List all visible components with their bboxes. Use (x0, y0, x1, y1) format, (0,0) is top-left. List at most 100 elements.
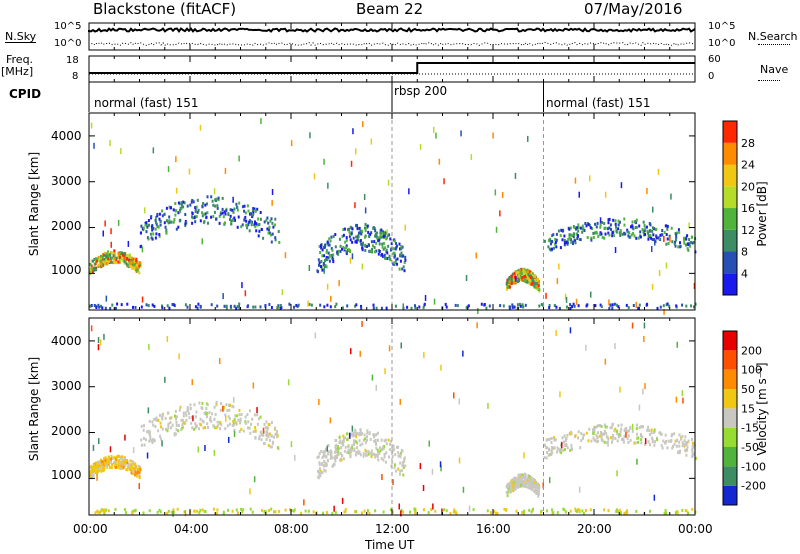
noise-cell (370, 138, 373, 145)
heatmap-cell (648, 433, 651, 437)
heatmap-cell (693, 441, 696, 445)
heatmap-cell (510, 485, 512, 489)
heatmap-cell (137, 470, 139, 474)
heatmap-cell (197, 208, 200, 212)
heatmap-cell (130, 260, 133, 264)
heatmap-cell (563, 434, 566, 438)
noise-cell (387, 179, 390, 186)
ground-scatter-cell (637, 306, 640, 310)
heatmap-cell (140, 244, 143, 248)
heatmap-cell (174, 213, 177, 217)
heatmap-cell (393, 263, 396, 266)
heatmap-cell (235, 202, 238, 206)
heatmap-cell (691, 444, 694, 448)
colorbar-frame (722, 330, 738, 506)
heatmap-cell (95, 462, 98, 466)
colorbar-tick-label: 28 (741, 137, 755, 150)
heatmap-cell (209, 418, 211, 422)
heatmap-cell (165, 231, 168, 235)
heatmap-cell (239, 417, 242, 421)
heatmap-cell (336, 251, 339, 255)
heatmap-cell (618, 231, 621, 235)
noise-cell (665, 262, 668, 269)
heatmap-cell (97, 463, 100, 467)
heatmap-cell (636, 432, 638, 436)
heatmap-cell (154, 227, 157, 231)
ground-scatter-cell (89, 304, 92, 308)
heatmap-cell (199, 219, 202, 223)
heatmap-cell (100, 460, 103, 464)
heatmap-cell (337, 249, 340, 253)
ground-scatter-cell (521, 510, 524, 514)
noise-cell (330, 295, 332, 302)
ground-scatter-cell (556, 511, 559, 515)
noise-cell (643, 322, 646, 329)
noise-cell (146, 452, 149, 459)
heatmap-cell (557, 229, 560, 233)
heatmap-cell (154, 425, 157, 429)
noise-cell (433, 126, 435, 133)
ground-scatter-cell (410, 306, 413, 310)
ground-scatter-cell (528, 508, 531, 512)
heatmap-cell (601, 438, 604, 442)
heatmap-cell (520, 268, 522, 271)
heatmap-cell (365, 454, 368, 457)
heatmap-cell (526, 273, 529, 277)
heatmap-cell (545, 438, 548, 442)
noise-cell (152, 147, 155, 154)
heatmap-cell (111, 463, 114, 467)
noise-cell (323, 267, 325, 274)
heatmap-cell (355, 239, 358, 243)
heatmap-cell (556, 446, 559, 450)
heatmap-cell (679, 245, 682, 249)
heatmap-cell (517, 473, 520, 477)
heatmap-cell (575, 232, 578, 236)
heatmap-cell (97, 470, 99, 474)
cpid-label: CPID (9, 87, 42, 101)
heatmap-cell (201, 214, 204, 218)
heatmap-cell (651, 226, 654, 230)
ground-scatter-cell (445, 305, 448, 309)
heatmap-cell (267, 423, 270, 426)
heatmap-cell (374, 234, 377, 238)
heatmap-cell (611, 231, 614, 235)
heatmap-cell (367, 452, 370, 456)
heatmap-cell (318, 261, 321, 265)
heatmap-cell (100, 257, 102, 261)
heatmap-cell (505, 282, 508, 286)
noise-cell (172, 510, 174, 517)
heatmap-cell (203, 220, 206, 224)
heatmap-cell (242, 429, 245, 433)
heatmap-cell (684, 448, 687, 452)
heatmap-cell (360, 232, 363, 236)
ground-scatter-cell (183, 510, 186, 514)
ground-scatter-cell (103, 508, 106, 512)
heatmap-cell (256, 413, 259, 417)
ground-scatter-cell (297, 303, 300, 307)
heatmap-cell (117, 252, 120, 256)
ground-scatter-cell (197, 302, 200, 306)
heatmap-cell (632, 232, 635, 235)
noise-cell (241, 282, 243, 289)
heatmap-cell (262, 236, 265, 240)
heatmap-cell (611, 234, 614, 238)
ground-scatter-cell (279, 306, 282, 310)
heatmap-cell (402, 265, 405, 269)
heatmap-cell (148, 419, 151, 423)
heatmap-cell (177, 429, 180, 433)
heatmap-cell (529, 275, 532, 279)
heatmap-cell (603, 429, 606, 433)
heatmap-cell (199, 423, 202, 427)
heatmap-cell (368, 235, 371, 239)
heatmap-cell (232, 405, 235, 409)
heatmap-cell (210, 215, 213, 219)
noise-cell (323, 158, 325, 165)
xtick-2000: 20:00 (577, 522, 612, 536)
heatmap-cell (135, 464, 138, 468)
noise-cell (422, 485, 425, 491)
noise-cell (527, 135, 529, 142)
heatmap-cell (351, 240, 354, 244)
heatmap-cell (243, 217, 246, 221)
heatmap-cell (399, 253, 402, 257)
heatmap-cell (269, 445, 272, 449)
